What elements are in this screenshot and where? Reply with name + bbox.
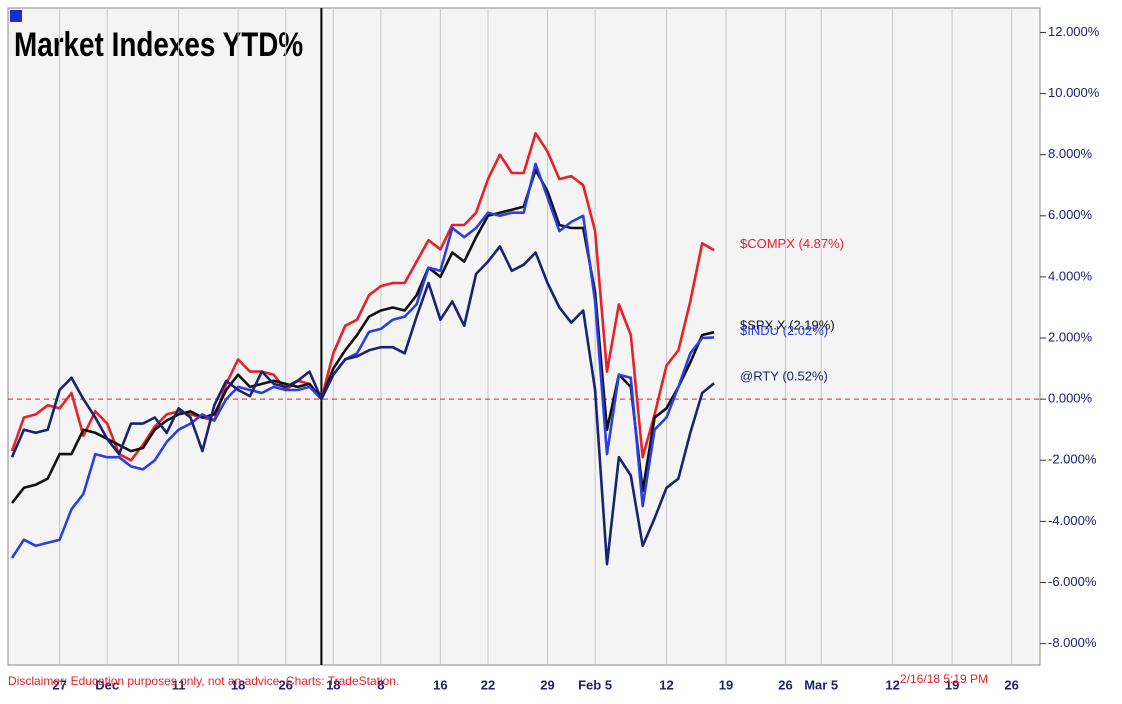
series-line (10, 245, 715, 566)
x-tick-label: 19 (719, 677, 733, 692)
series-line (10, 162, 715, 559)
y-tick-label: -6.000% (1048, 574, 1097, 589)
y-tick-label: 4.000% (1048, 268, 1093, 283)
x-tick-label: 8 (377, 677, 384, 692)
x-tick-label: 26 (778, 677, 792, 692)
series-label: $INDU (2.02%) (740, 323, 828, 338)
series-label: @RTY (0.52%) (740, 369, 828, 384)
chart-title: Market Indexes YTD% (14, 25, 303, 63)
y-tick-label: 10.000% (1048, 85, 1100, 100)
y-tick-label: -4.000% (1048, 513, 1097, 528)
x-tick-label: 29 (540, 677, 554, 692)
x-tick-label: 11 (172, 677, 186, 692)
x-tick-label: 12 (885, 677, 899, 692)
plot-area (7, 7, 1041, 666)
x-tick-label: Mar 5 (804, 677, 838, 692)
series-label: $COMPX (4.87%) (740, 236, 844, 251)
series-label: $SPX.X (2.19%) (740, 318, 835, 333)
y-tick-label: 6.000% (1048, 207, 1093, 222)
y-tick-label: -2.000% (1048, 452, 1097, 467)
x-tick-label: 16 (433, 677, 447, 692)
y-tick-label: 8.000% (1048, 146, 1093, 161)
icon (10, 10, 22, 22)
x-tick-label: 27 (52, 677, 66, 692)
y-tick-label: 0.000% (1048, 391, 1093, 406)
x-tick-label: 19 (945, 677, 959, 692)
x-tick-label: 18 (231, 677, 245, 692)
series-line (10, 132, 715, 462)
x-tick-label: Dec (95, 677, 119, 692)
y-tick-label: -8.000% (1048, 635, 1097, 650)
x-tick-label: Feb 5 (578, 677, 612, 692)
timestamp: 2/16/18 5:19 PM (900, 672, 988, 686)
y-tick-label: 12.000% (1048, 24, 1100, 39)
disclaimer: Disclaimer: Education purposes only, not… (8, 674, 399, 688)
x-tick-label: 22 (481, 677, 495, 692)
x-tick-label: 26 (278, 677, 292, 692)
x-tick-label: 26 (1004, 677, 1018, 692)
x-tick-label: 18 (326, 677, 340, 692)
y-tick-label: 2.000% (1048, 329, 1093, 344)
x-tick-label: 12 (659, 677, 673, 692)
